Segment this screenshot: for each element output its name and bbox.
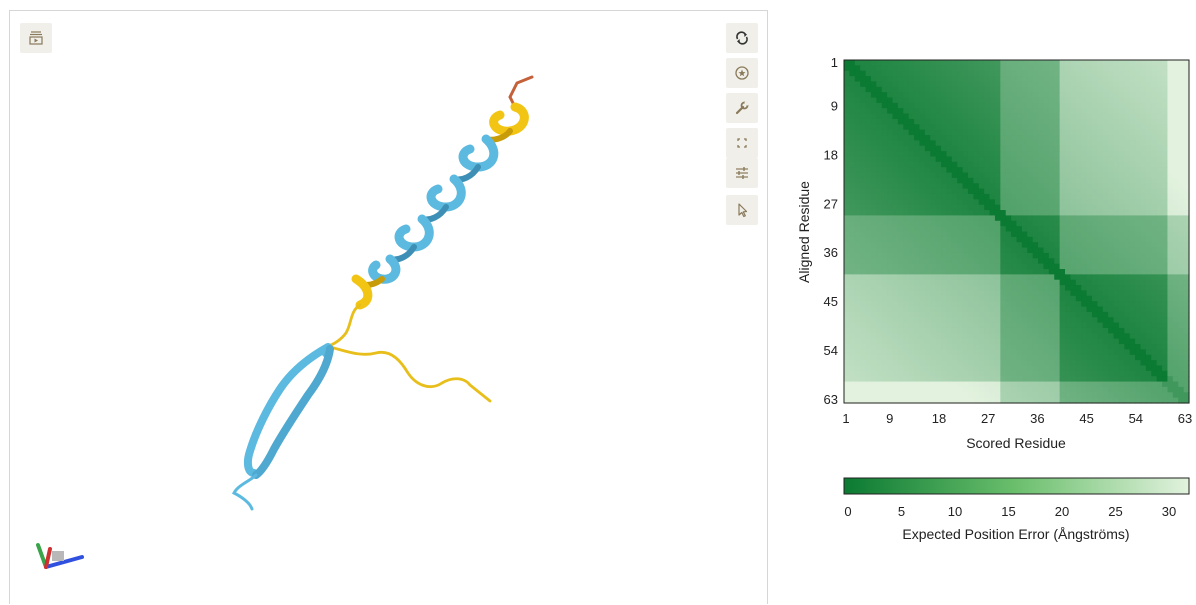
x-tick-label: 36 [1030,411,1044,426]
pae-heatmap[interactable] [844,60,1190,404]
colorbar-tick-label: 0 [844,504,851,519]
animation-icon[interactable] [20,23,52,53]
x-tick-label: 54 [1129,411,1143,426]
heatmap-frame [843,59,1190,404]
helix-bottom-yellow [351,274,385,310]
y-tick-label: 9 [831,99,838,114]
y-tick-label: 1 [831,55,838,70]
y-tick-label: 45 [824,294,838,309]
colorbar-tick-label: 20 [1055,504,1069,519]
pae-plot: 1 9 18 27 36 45 54 63 1 9 18 27 36 45 54 63 Scored Res… [796,55,1192,542]
y-tick-label: 27 [824,196,838,211]
colorbar-tick-label: 25 [1108,504,1122,519]
colorbar-label: Expected Position Error (Ångströms) [902,526,1129,542]
x-tick-label: 45 [1079,411,1093,426]
y-axis-title: Aligned Residue [796,181,812,283]
settings-sliders-icon[interactable] [726,158,758,188]
x-tick-label: 27 [981,411,995,426]
structure-viewer[interactable] [9,10,768,604]
x-axis-ticks: 1 9 18 27 36 45 54 63 [842,411,1192,426]
spin-icon[interactable] [726,23,758,53]
highlight-icon[interactable] [726,58,758,88]
protein-structure[interactable] [10,11,767,605]
beta-hairpin [231,343,334,511]
helix-top-yellow [483,102,529,143]
colorbar [843,477,1190,495]
colorbar-tick-label: 5 [898,504,905,519]
c-terminal-tail [508,75,534,109]
pointer-icon[interactable] [726,195,758,225]
y-tick-label: 63 [824,392,838,407]
n-terminal-tail [328,345,492,403]
axes-widget [36,543,84,569]
fullscreen-icon[interactable] [726,128,758,158]
colorbar-tick-label: 10 [948,504,962,519]
wrench-icon[interactable] [726,93,758,123]
colorbar-ticks: 0 5 10 15 20 25 30 [844,504,1176,519]
pae-plot-panel: 1 9 18 27 36 45 54 63 1 9 18 27 36 45 54 63 Scored Res… [780,50,1196,605]
y-axis-ticks: 1 9 18 27 36 45 54 63 [824,55,838,407]
alpha-helix [368,134,499,284]
x-tick-label: 18 [932,411,946,426]
x-tick-label: 63 [1178,411,1192,426]
colorbar-tick-label: 15 [1001,504,1015,519]
x-tick-label: 1 [842,411,849,426]
loop-1 [324,303,362,349]
y-tick-label: 18 [824,147,838,162]
x-tick-label: 9 [886,411,893,426]
y-tick-label: 36 [824,245,838,260]
y-tick-label: 54 [824,343,838,358]
colorbar-tick-label: 30 [1162,504,1176,519]
x-axis-title: Scored Residue [966,435,1066,451]
